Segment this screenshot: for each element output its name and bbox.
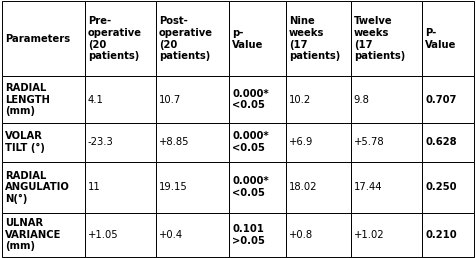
Bar (156, 162, 229, 213)
Bar (85, 213, 156, 257)
Bar (422, 213, 474, 257)
Text: 19.15: 19.15 (159, 182, 188, 192)
Bar (351, 76, 422, 123)
Bar (286, 123, 351, 162)
Text: 4.1: 4.1 (88, 95, 104, 104)
Bar (2, 162, 85, 213)
Text: 0.000*
<0.05: 0.000* <0.05 (232, 131, 269, 153)
Bar (351, 213, 422, 257)
Text: 0.210: 0.210 (425, 230, 456, 240)
Bar (85, 76, 156, 123)
Text: p-
Value: p- Value (232, 28, 264, 50)
Text: +0.4: +0.4 (159, 230, 183, 240)
Text: 10.2: 10.2 (289, 95, 311, 104)
Bar (2, 213, 85, 257)
Bar (85, 123, 156, 162)
Bar (422, 76, 474, 123)
Text: +5.78: +5.78 (354, 137, 385, 147)
Text: +8.85: +8.85 (159, 137, 189, 147)
Bar (156, 1, 229, 76)
Bar (85, 162, 156, 213)
Text: VOLAR
TILT (°): VOLAR TILT (°) (5, 131, 45, 153)
Bar (351, 1, 422, 76)
Text: 17.44: 17.44 (354, 182, 382, 192)
Bar (286, 213, 351, 257)
Text: 18.02: 18.02 (289, 182, 317, 192)
Text: +1.02: +1.02 (354, 230, 385, 240)
Text: Nine
weeks
(17
patients): Nine weeks (17 patients) (289, 17, 340, 61)
Text: 0.101
>0.05: 0.101 >0.05 (232, 224, 265, 246)
Bar (85, 1, 156, 76)
Text: 10.7: 10.7 (159, 95, 181, 104)
Bar (351, 123, 422, 162)
Text: RADIAL
LENGTH
(mm): RADIAL LENGTH (mm) (5, 83, 50, 116)
Bar (156, 213, 229, 257)
Bar (286, 1, 351, 76)
Text: 11: 11 (88, 182, 101, 192)
Text: 0.000*
<0.05: 0.000* <0.05 (232, 89, 269, 110)
Bar (351, 162, 422, 213)
Text: 9.8: 9.8 (354, 95, 370, 104)
Text: Post-
operative
(20
patients): Post- operative (20 patients) (159, 17, 213, 61)
Text: Pre-
operative
(20
patients): Pre- operative (20 patients) (88, 17, 142, 61)
Text: -23.3: -23.3 (88, 137, 114, 147)
Bar (229, 213, 286, 257)
Bar (422, 123, 474, 162)
Bar (156, 123, 229, 162)
Text: 0.628: 0.628 (425, 137, 456, 147)
Bar (2, 76, 85, 123)
Bar (229, 76, 286, 123)
Text: 0.707: 0.707 (425, 95, 456, 104)
Text: ULNAR
VARIANCE
(mm): ULNAR VARIANCE (mm) (5, 218, 61, 251)
Bar (422, 1, 474, 76)
Bar (2, 123, 85, 162)
Bar (229, 1, 286, 76)
Text: +0.8: +0.8 (289, 230, 313, 240)
Bar (2, 1, 85, 76)
Bar (229, 123, 286, 162)
Bar (422, 162, 474, 213)
Text: 0.250: 0.250 (425, 182, 456, 192)
Text: Parameters: Parameters (5, 34, 70, 44)
Text: 0.000*
<0.05: 0.000* <0.05 (232, 176, 269, 198)
Text: RADIAL
ANGULATIO
N(°): RADIAL ANGULATIO N(°) (5, 171, 70, 204)
Text: P-
Value: P- Value (425, 28, 456, 50)
Bar (229, 162, 286, 213)
Bar (156, 76, 229, 123)
Bar (286, 162, 351, 213)
Text: Twelve
weeks
(17
patients): Twelve weeks (17 patients) (354, 17, 405, 61)
Text: +6.9: +6.9 (289, 137, 313, 147)
Text: +1.05: +1.05 (88, 230, 119, 240)
Bar (286, 76, 351, 123)
